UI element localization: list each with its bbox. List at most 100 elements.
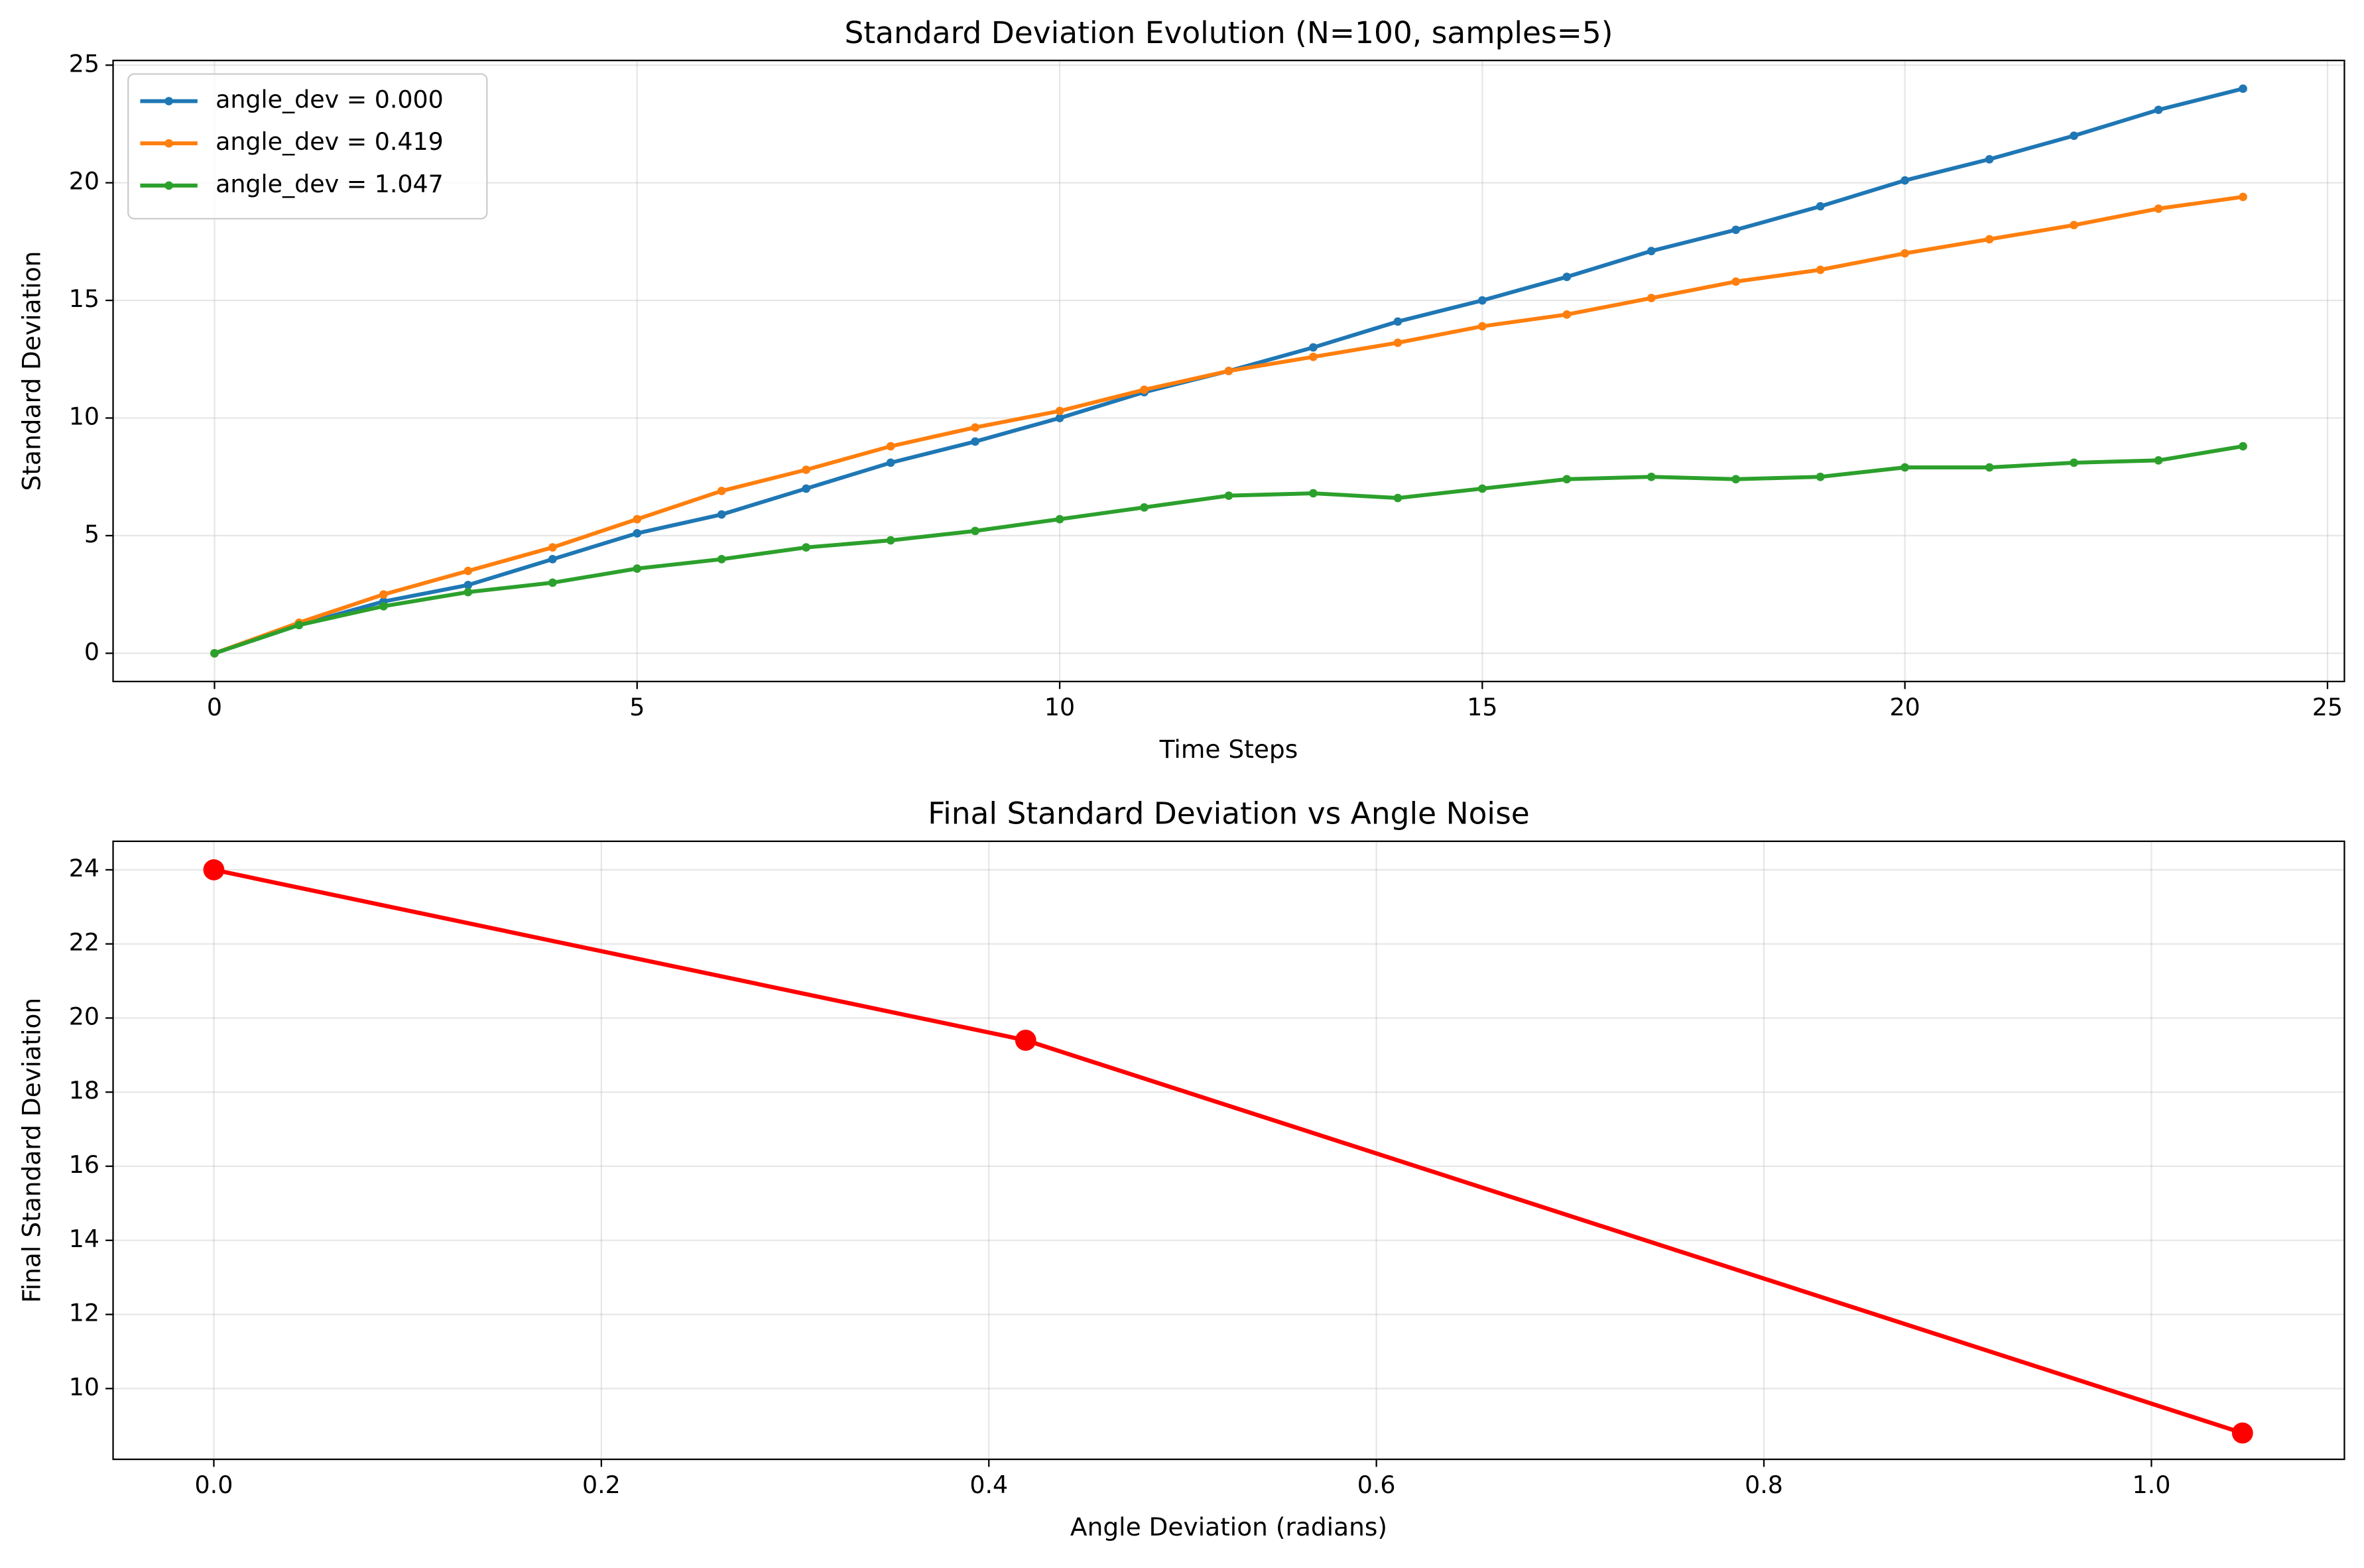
chart-title: Final Standard Deviation vs Angle Noise (928, 796, 1530, 831)
data-point (1393, 338, 1402, 347)
data-point (2231, 1422, 2253, 1444)
data-point (210, 648, 219, 658)
data-point (886, 458, 895, 467)
data-point (2239, 442, 2247, 451)
data-point (1015, 1030, 1036, 1051)
data-point (1985, 154, 1994, 164)
data-point (1224, 491, 1233, 500)
data-point (802, 484, 811, 493)
data-point (1900, 176, 1910, 185)
x-tick-label: 0.4 (969, 1471, 1008, 1499)
x-tick-label: 0.0 (195, 1471, 233, 1499)
data-point (1647, 472, 1656, 481)
data-point (1393, 317, 1402, 326)
data-point (633, 564, 642, 573)
y-tick-label: 14 (69, 1225, 99, 1253)
x-tick-label: 25 (2312, 693, 2343, 721)
data-point (1900, 463, 1910, 472)
data-point (2154, 105, 2163, 115)
data-point (2239, 192, 2247, 202)
data-point (1647, 294, 1656, 302)
data-point (1309, 489, 1318, 498)
data-point (1647, 247, 1656, 255)
y-tick-label: 15 (69, 284, 99, 313)
legend-marker (164, 181, 174, 190)
y-tick-label: 12 (69, 1299, 99, 1327)
chart-title: Standard Deviation Evolution (N=100, sam… (844, 15, 1613, 50)
plot-frame (112, 840, 2345, 1461)
data-point (1140, 503, 1149, 512)
data-point (203, 859, 225, 880)
data-point (379, 601, 388, 611)
legend-marker (164, 139, 174, 148)
y-tick-label: 25 (69, 49, 99, 78)
data-point (2239, 84, 2247, 93)
data-point (1309, 343, 1318, 352)
data-point (2154, 204, 2163, 213)
data-point (464, 566, 473, 575)
legend-marker (164, 97, 174, 105)
data-point (971, 526, 979, 536)
data-point (2154, 455, 2163, 465)
x-tick-label: 20 (1890, 693, 1920, 721)
x-tick-label: 0.2 (582, 1471, 621, 1499)
legend-box (127, 73, 488, 220)
data-point (1393, 493, 1402, 503)
data-point (717, 487, 726, 495)
legend-label: angle_dev = 0.419 (216, 127, 444, 156)
data-point (1477, 322, 1487, 331)
data-point (886, 442, 895, 451)
data-point (1140, 385, 1149, 394)
data-point (633, 528, 642, 538)
data-point (548, 543, 557, 552)
y-tick-label: 10 (69, 1372, 99, 1401)
x-tick-label: 0.8 (1745, 1471, 1783, 1499)
data-point (1985, 235, 1994, 244)
data-point (1055, 406, 1064, 416)
y-tick-label: 22 (69, 928, 99, 957)
y-tick-label: 10 (69, 402, 99, 430)
y-tick-label: 24 (69, 854, 99, 882)
data-point (886, 536, 895, 545)
y-axis-label: Standard Deviation (17, 251, 46, 491)
legend-label: angle_dev = 0.000 (216, 86, 444, 114)
y-tick-label: 0 (84, 637, 99, 666)
x-tick-label: 0 (207, 693, 222, 721)
data-point (2070, 131, 2078, 141)
data-point (1900, 249, 1910, 258)
legend-label: angle_dev = 1.047 (216, 170, 444, 198)
data-point (1731, 277, 1741, 286)
y-tick-label: 18 (69, 1076, 99, 1105)
data-point (1731, 475, 1741, 484)
y-axis-label: Final Standard Deviation (17, 998, 46, 1303)
data-point (1562, 310, 1572, 319)
x-tick-label: 10 (1044, 693, 1075, 721)
data-point (548, 555, 557, 564)
data-point (633, 514, 642, 524)
data-point (1477, 484, 1487, 493)
data-point (294, 621, 304, 630)
data-point (1224, 367, 1233, 375)
data-point (1055, 414, 1064, 422)
data-point (1477, 296, 1487, 305)
x-tick-label: 15 (1467, 693, 1497, 721)
y-tick-label: 20 (69, 1002, 99, 1030)
data-point (1562, 272, 1572, 281)
data-point (717, 555, 726, 564)
data-point (1055, 514, 1064, 524)
data-point (1816, 265, 1825, 274)
data-point (548, 578, 557, 587)
data-point (1309, 352, 1318, 361)
x-axis-label: Angle Deviation (radians) (1070, 1512, 1387, 1541)
y-tick-label: 20 (69, 167, 99, 196)
data-point (1562, 475, 1572, 484)
data-point (379, 590, 388, 599)
x-tick-label: 1.0 (2133, 1471, 2171, 1499)
data-point (464, 581, 473, 589)
data-point (802, 465, 811, 474)
x-tick-label: 5 (629, 693, 645, 721)
data-point (971, 437, 979, 446)
